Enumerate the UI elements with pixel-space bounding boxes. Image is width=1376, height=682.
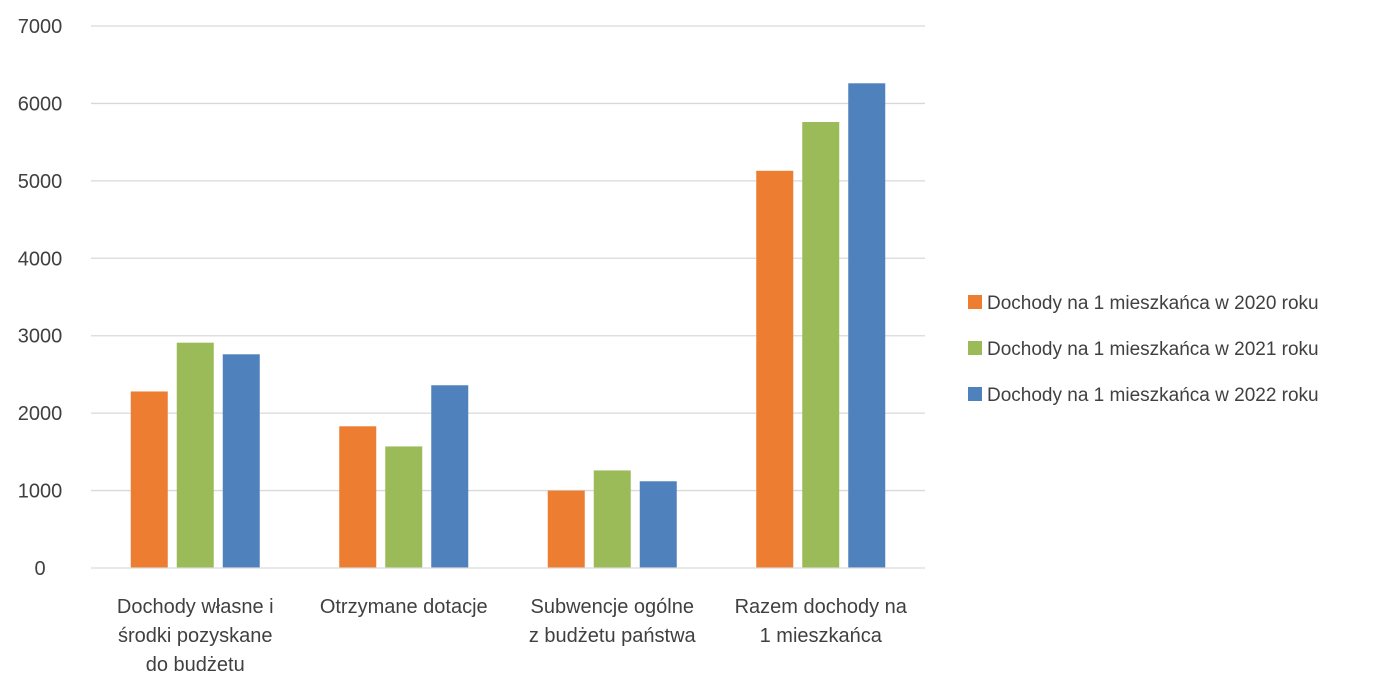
x-category-label: z budżetu państwa xyxy=(529,625,697,647)
legend-label: Dochody na 1 mieszkańca w 2020 roku xyxy=(987,293,1319,314)
gridlines xyxy=(91,25,925,492)
y-tick-label: 4000 xyxy=(18,248,63,270)
y-tick-label: 6000 xyxy=(18,93,63,115)
legend: Dochody na 1 mieszkańca w 2020 roku Docho… xyxy=(968,293,1319,406)
bar-series-3-category-4 xyxy=(848,83,886,568)
x-category-label: środki pozyskane xyxy=(118,625,273,647)
legend-swatch xyxy=(968,387,982,401)
x-category-label: Razem dochody na xyxy=(735,596,908,618)
bar-series-1-category-2 xyxy=(339,426,377,568)
bar-series-1-category-4 xyxy=(756,170,794,568)
bar-series-3-category-3 xyxy=(639,481,677,568)
y-tick-label: 0 xyxy=(34,558,45,580)
legend-label: Dochody na 1 mieszkańca w 2021 roku xyxy=(987,339,1319,360)
bar-series-3-category-1 xyxy=(222,354,260,568)
legend-swatch xyxy=(968,295,982,309)
bar-series-3-category-2 xyxy=(431,385,469,568)
bar-series-2-category-1 xyxy=(176,342,214,568)
bars xyxy=(130,83,886,569)
bar-series-2-category-4 xyxy=(802,122,840,569)
bar-series-2-category-2 xyxy=(385,446,423,568)
y-tick-label: 3000 xyxy=(18,326,63,348)
x-category-label: Otrzymane dotacje xyxy=(320,596,488,618)
y-tick-label: 5000 xyxy=(18,171,63,193)
legend-swatch xyxy=(968,341,982,355)
y-tick-label: 2000 xyxy=(18,403,63,425)
x-category-label: Subwencje ogólne xyxy=(531,596,694,618)
y-tick-label: 7000 xyxy=(18,16,63,38)
x-category-label: Dochody własne i xyxy=(117,596,274,618)
x-category-label: do budżetu xyxy=(146,654,245,676)
bar-series-1-category-3 xyxy=(547,490,585,568)
bar-series-2-category-3 xyxy=(593,470,631,568)
bar-series-1-category-1 xyxy=(130,391,168,568)
x-category-label: 1 mieszkańca xyxy=(760,625,883,647)
legend-label: Dochody na 1 mieszkańca w 2022 roku xyxy=(987,385,1319,406)
x-axis-category-labels: Dochody własne i środki pozyskane do budże… xyxy=(117,596,908,676)
y-axis-tick-labels: 0 1000 2000 3000 4000 5000 6000 7000 xyxy=(18,16,63,580)
y-tick-label: 1000 xyxy=(18,481,63,503)
